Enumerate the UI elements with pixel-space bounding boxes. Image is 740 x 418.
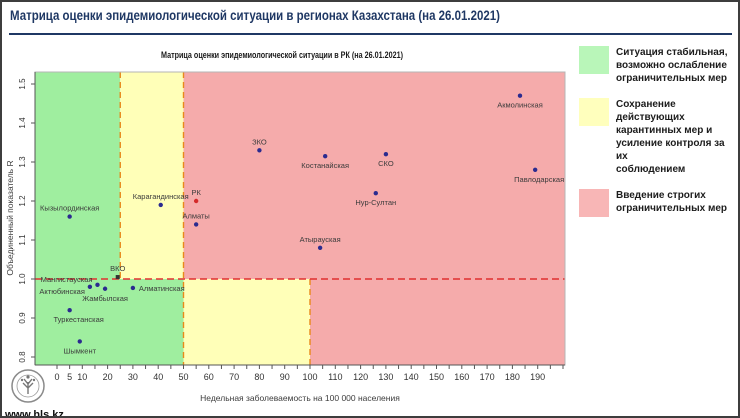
y-tick-label: 1.0 xyxy=(18,273,27,285)
data-point xyxy=(87,284,93,289)
data-point-label: Туркестанская xyxy=(53,315,103,324)
zone-upper-green xyxy=(35,72,121,279)
x-tick-label: 160 xyxy=(454,372,469,382)
data-point-label: Мангистауская xyxy=(41,275,93,284)
x-axis-label: Недельная заболеваемость на 100 000 насе… xyxy=(200,393,400,403)
legend-item: Введение строгих ограничительных мер xyxy=(579,189,738,217)
x-tick-label: 140 xyxy=(404,372,419,382)
data-point-label: Кызылординская xyxy=(40,204,99,213)
page-title: Матрица оценки эпидемиологической ситуац… xyxy=(10,8,500,23)
x-tick-label: 5 xyxy=(67,372,72,382)
data-point-label: Жамбылская xyxy=(82,294,128,303)
data-point-label: ЗКО xyxy=(252,137,267,146)
watermark: www.hls.kz xyxy=(5,366,67,418)
x-tick-label: 170 xyxy=(480,372,495,382)
hls-logo-icon xyxy=(11,369,45,403)
zone-lower-green xyxy=(35,279,184,365)
x-tick-label: 10 xyxy=(77,372,87,382)
y-tick-label: 1.5 xyxy=(18,78,27,90)
data-point-label: Нур-Султан xyxy=(355,198,396,207)
data-point xyxy=(115,275,120,280)
data-point xyxy=(532,167,538,172)
data-point xyxy=(102,286,108,291)
zone-lower-red xyxy=(310,279,565,365)
data-point xyxy=(158,202,163,208)
data-point xyxy=(317,245,323,250)
data-point xyxy=(95,282,100,288)
legend-label: Введение строгих ограничительных мер xyxy=(616,190,728,214)
y-tick-label: 1.1 xyxy=(18,234,27,246)
legend-label: Сохранение действующих карантинных мер и… xyxy=(616,99,725,175)
x-tick-label: 130 xyxy=(378,372,393,382)
y-tick-label: 0.8 xyxy=(18,351,27,363)
zone-upper-red xyxy=(183,72,565,279)
y-tick-label: 1.2 xyxy=(18,195,27,207)
data-point-label: Павлодарская xyxy=(514,175,564,184)
y-tick-label: 1.3 xyxy=(18,156,27,168)
x-tick-label: 180 xyxy=(505,372,520,382)
data-point xyxy=(322,153,328,159)
legend-item: Сохранение действующих карантинных мер и… xyxy=(579,98,738,176)
data-point xyxy=(517,93,523,98)
legend-item: Ситуация стабильная, возможно ослабление… xyxy=(579,46,738,85)
data-point-label: ВКО xyxy=(110,264,125,273)
x-tick-label: 0 xyxy=(54,372,59,382)
x-tick-label: 110 xyxy=(328,372,342,382)
data-point-label: Актюбинская xyxy=(39,287,84,296)
x-tick-label: 70 xyxy=(229,372,239,382)
x-tick-label: 30 xyxy=(128,372,138,382)
zone-lower-yellow xyxy=(183,279,310,365)
data-point-label: Шымкент xyxy=(63,346,96,355)
data-point xyxy=(193,222,199,227)
x-tick-label: 150 xyxy=(429,372,444,382)
x-tick-label: 20 xyxy=(103,372,113,382)
data-point xyxy=(257,148,262,153)
legend-swatch xyxy=(579,46,609,74)
y-tick-label: 0.9 xyxy=(18,312,27,324)
zone-upper-yellow xyxy=(120,72,184,279)
x-tick-label: 120 xyxy=(353,372,368,382)
x-tick-label: 100 xyxy=(302,372,317,382)
data-point xyxy=(130,285,136,291)
x-tick-label: 80 xyxy=(254,372,264,382)
data-point-label: Карагандинская xyxy=(133,192,189,201)
data-point xyxy=(67,308,72,313)
y-tick-label: 1.4 xyxy=(18,117,27,129)
x-tick-label: 60 xyxy=(204,372,214,382)
x-tick-label: 50 xyxy=(178,372,188,382)
header-underline xyxy=(9,33,732,35)
watermark-text: www.hls.kz xyxy=(5,409,64,418)
legend-label: Ситуация стабильная, возможно ослабление… xyxy=(616,47,728,84)
x-tick-label: 190 xyxy=(530,372,545,382)
chart-title: Матрица оценки эпидемиологической ситуац… xyxy=(161,50,403,61)
data-point-label: Алматинская xyxy=(139,284,185,293)
data-point xyxy=(67,214,72,219)
legend-swatch xyxy=(579,98,609,126)
data-point-label: РК xyxy=(191,188,201,197)
data-point-label: Алматы xyxy=(182,211,209,220)
data-point xyxy=(77,339,82,344)
y-axis-label: Объединенный показатель R xyxy=(5,160,15,275)
data-point-label: Акмолинская xyxy=(497,101,543,110)
legend-swatch xyxy=(579,189,609,217)
x-tick-label: 40 xyxy=(153,372,163,382)
x-tick-label: 90 xyxy=(280,372,290,382)
chart-legend: Ситуация стабильная, возможно ослабление… xyxy=(579,46,738,230)
data-point-label: Костанайская xyxy=(301,161,349,170)
data-point xyxy=(373,191,378,196)
data-point-label: Атырауская xyxy=(300,235,341,244)
data-point xyxy=(383,152,389,157)
data-point-label: СКО xyxy=(378,159,394,168)
data-point xyxy=(193,198,199,204)
